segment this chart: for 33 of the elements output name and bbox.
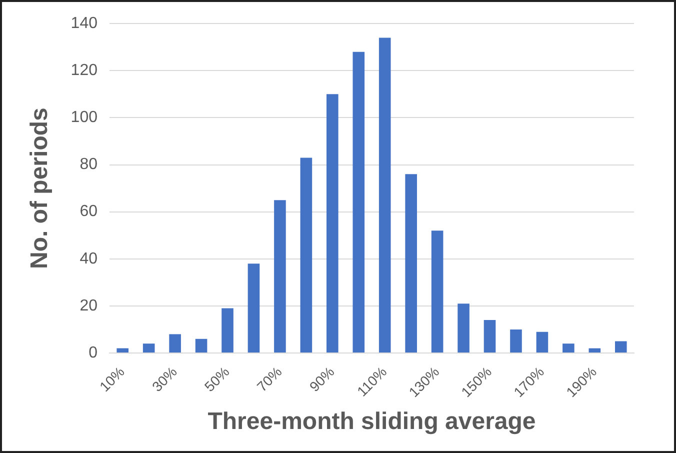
bar: [248, 264, 260, 352]
bar: [142, 344, 155, 352]
x-axis-title: Three-month sliding average: [208, 408, 536, 436]
y-axis-title: No. of periods: [26, 108, 54, 269]
bar: [378, 38, 391, 352]
bar: [458, 304, 470, 352]
y-tick-label: 0: [88, 344, 98, 362]
bar: [169, 334, 181, 352]
x-tick-label: 90%: [306, 363, 338, 395]
bar: [431, 230, 444, 352]
bar: [274, 200, 286, 352]
bar: [222, 308, 234, 352]
bar: [588, 348, 601, 352]
x-tick-label: 30%: [148, 363, 180, 395]
bar: [195, 338, 208, 352]
bar: [405, 174, 417, 352]
bar: [116, 348, 129, 352]
bar: [562, 344, 574, 352]
bar: [614, 341, 627, 352]
y-tick-label: 40: [80, 250, 98, 268]
y-tick-label: 80: [80, 156, 98, 174]
bar: [352, 52, 365, 352]
y-tick-label: 120: [70, 62, 98, 80]
bar: [300, 158, 312, 352]
bar: [326, 94, 338, 352]
bar: [510, 329, 522, 352]
y-tick-label: 20: [80, 297, 98, 314]
bar: [536, 332, 548, 352]
y-tick-label: 100: [70, 109, 98, 126]
y-tick-label: 140: [70, 15, 98, 32]
y-tick-label: 60: [80, 203, 98, 220]
x-tick-label: 70%: [254, 363, 285, 395]
bar: [484, 320, 496, 352]
